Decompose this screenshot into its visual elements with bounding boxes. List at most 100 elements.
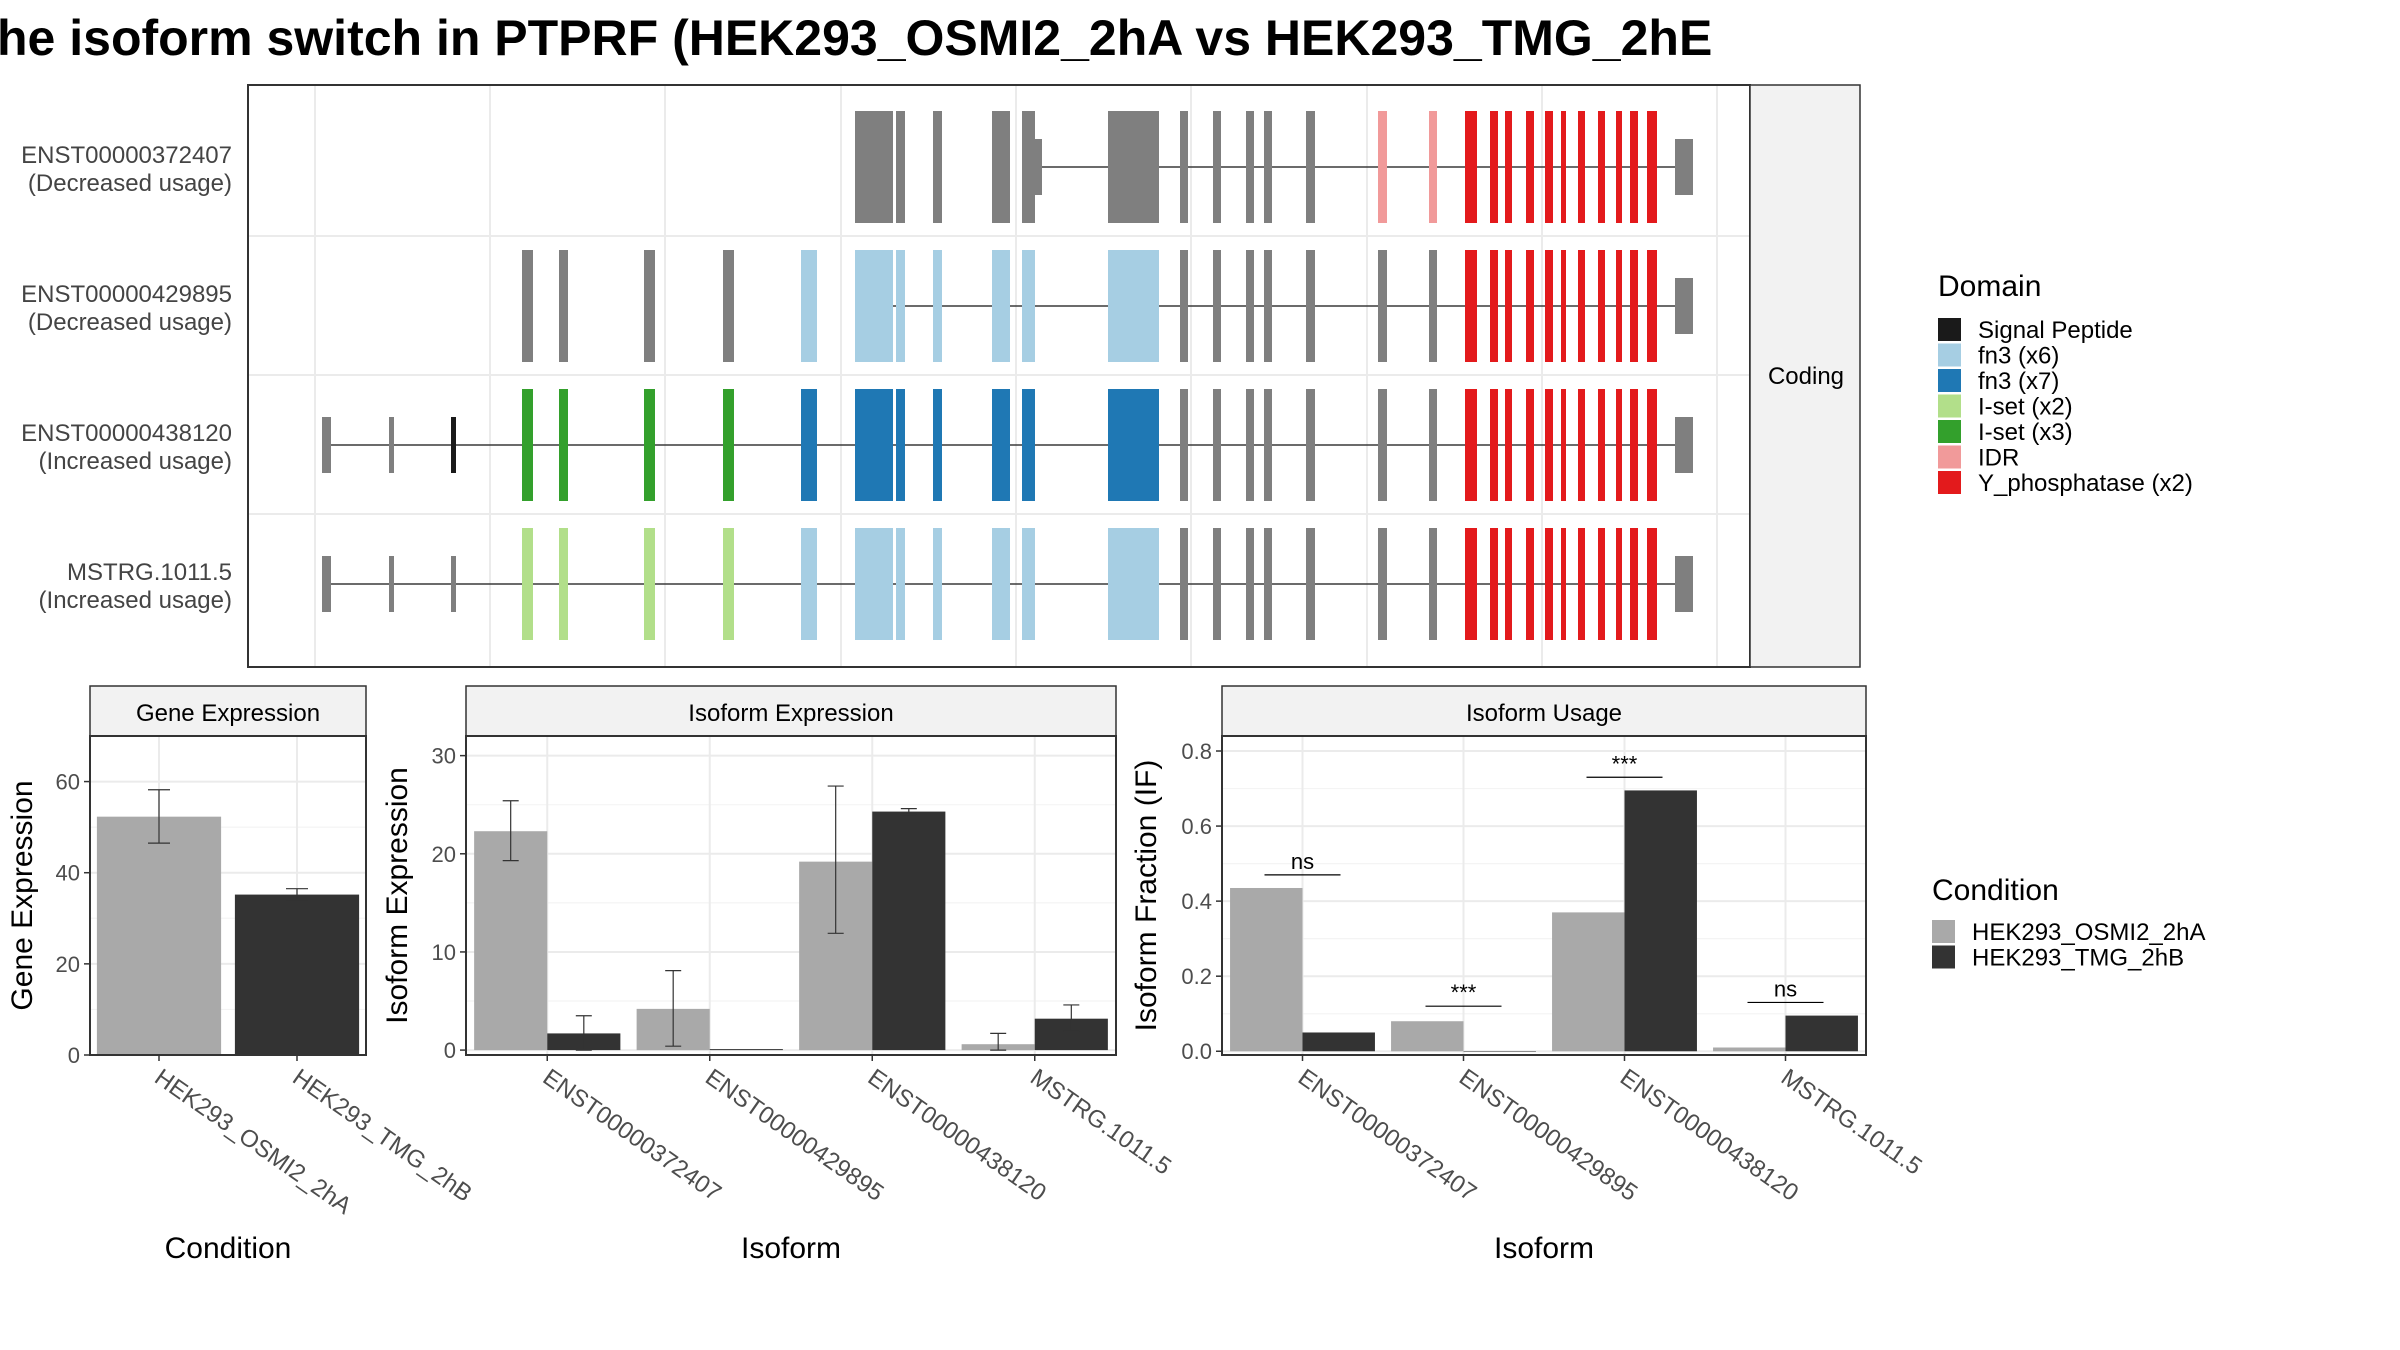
utr-exon (1034, 139, 1042, 195)
exon (1429, 389, 1437, 501)
exon (1022, 528, 1035, 640)
bar (1785, 1015, 1858, 1052)
exon (451, 556, 456, 612)
exon (389, 417, 394, 473)
exon (522, 389, 533, 501)
exon (992, 528, 1010, 640)
exon (1505, 389, 1512, 501)
bar (1302, 1032, 1375, 1052)
legend-swatch (1938, 420, 1961, 443)
exon (1545, 111, 1553, 223)
bar (1624, 790, 1697, 1052)
y-tick-label: 0.8 (1181, 739, 1212, 764)
exon (559, 250, 568, 362)
y-tick-label: 0.6 (1181, 814, 1212, 839)
y-tick-label: 30 (432, 744, 456, 769)
bar (1391, 1021, 1464, 1052)
exon (1545, 250, 1553, 362)
exon (1675, 278, 1693, 334)
x-tick-label: ENST00000438120 (1615, 1064, 1803, 1207)
legend-title: Domain (1938, 270, 2041, 303)
exon (1180, 250, 1188, 362)
exon (1526, 250, 1534, 362)
transcript-name: ENST00000372407 (21, 142, 232, 169)
exon (1127, 389, 1159, 501)
exon (322, 556, 331, 612)
bar (1552, 912, 1625, 1052)
exon (1630, 250, 1638, 362)
significance-label: ns (1291, 849, 1314, 874)
exon (855, 111, 893, 223)
exon (1505, 111, 1512, 223)
exon (1213, 250, 1221, 362)
x-tick-label: ENST00000429895 (700, 1064, 888, 1207)
exon (1505, 528, 1512, 640)
exon (896, 389, 905, 501)
exon (1598, 250, 1605, 362)
exon (1213, 528, 1221, 640)
exon (1647, 250, 1657, 362)
y-tick-label: 20 (56, 952, 80, 977)
exon (1465, 111, 1477, 223)
exon (1465, 250, 1477, 362)
y-axis-title: Isoform Fraction (IF) (1130, 760, 1163, 1032)
exon (1246, 528, 1254, 640)
exon (1598, 111, 1605, 223)
exon (1127, 250, 1159, 362)
legend-swatch (1938, 369, 1961, 392)
exon (1578, 111, 1585, 223)
y-tick-label: 40 (56, 861, 80, 886)
exon (559, 528, 568, 640)
exon (1429, 250, 1437, 362)
facet-strip-label: Coding (1768, 363, 1844, 390)
exon (1545, 528, 1553, 640)
exon (1490, 389, 1498, 501)
exon (1675, 417, 1693, 473)
exon (1647, 528, 1657, 640)
legend-label: fn3 (x6) (1978, 343, 2059, 370)
exon (1378, 528, 1387, 640)
exon (1647, 111, 1657, 223)
exon (644, 389, 655, 501)
exon (1180, 528, 1188, 640)
y-tick-label: 0 (444, 1038, 456, 1063)
exon (992, 250, 1010, 362)
panel-border (89, 735, 367, 1056)
bar (1713, 1047, 1786, 1052)
facet-strip (1221, 685, 1867, 737)
exon (1429, 111, 1437, 223)
exon (801, 250, 817, 362)
significance-label: ns (1774, 976, 1797, 1001)
exon (1616, 250, 1622, 362)
x-tick-label: MSTRG.1011.5 (1025, 1064, 1176, 1181)
exon (322, 417, 331, 473)
exon (1561, 250, 1566, 362)
facet-title: Isoform Usage (1466, 700, 1622, 727)
exon (559, 389, 568, 501)
exon (896, 250, 905, 362)
y-tick-label: 10 (432, 940, 456, 965)
exon (801, 528, 817, 640)
exon (1616, 111, 1622, 223)
exon (1598, 528, 1605, 640)
exon (723, 528, 734, 640)
x-tick-label: ENST00000438120 (863, 1064, 1051, 1207)
exon (1264, 528, 1272, 640)
exon (1306, 389, 1315, 501)
legend-swatch (1932, 920, 1955, 943)
exon (1616, 389, 1622, 501)
facet-strip (89, 685, 367, 737)
transcript-usage: (Increased usage) (39, 448, 232, 475)
significance-label: *** (1612, 751, 1638, 776)
exon (644, 528, 655, 640)
exon (1213, 389, 1221, 501)
exon (1675, 139, 1693, 195)
legend-swatch (1938, 318, 1961, 341)
exon (723, 250, 734, 362)
exon (1264, 111, 1272, 223)
exon (1526, 389, 1534, 501)
y-tick-label: 0.0 (1181, 1039, 1212, 1064)
facet-strip-coding (1749, 84, 1861, 668)
